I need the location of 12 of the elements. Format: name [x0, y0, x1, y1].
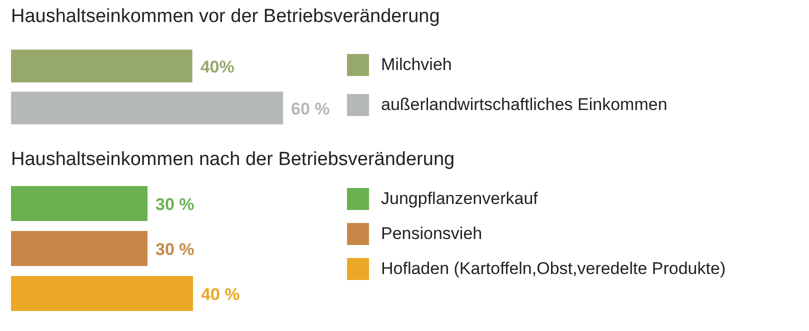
- chart-title: Haushaltseinkommen vor der Betriebsveränderung: [10, 5, 441, 29]
- text: Haushaltseinkommen nach der Betriebsveränderung: [10, 148, 456, 172]
- legend-label: außerlandwirtschaftliches Einkommen: [381, 95, 668, 115]
- data-label: 30 %: [156, 195, 194, 214]
- legend-label: Jungpflanzenverkauf: [381, 188, 538, 208]
- legend-label: Pensionsvieh: [381, 224, 482, 244]
- legend-label: Hofladen (Kartoffeln,Obst,veredelte Produkte): [381, 258, 726, 278]
- data-label: 60 %: [291, 100, 330, 119]
- legend-label: Milchvieh: [381, 55, 452, 75]
- data-label: 40%: [200, 58, 234, 77]
- data-label: 30 %: [156, 240, 194, 260]
- data-label: 40 %: [201, 285, 240, 304]
